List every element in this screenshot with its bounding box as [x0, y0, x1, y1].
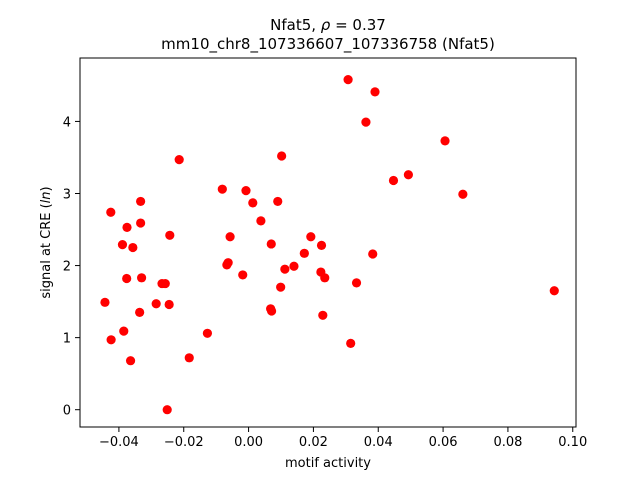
data-point: [241, 186, 251, 196]
x-tick-label: 0.04: [364, 435, 393, 450]
chart-title-line2: mm10_chr8_107336607_107336758 (Nfat5): [161, 35, 495, 54]
data-point: [361, 117, 371, 127]
plot-area-frame: [79, 57, 577, 428]
data-point: [276, 282, 286, 292]
x-axis-ticks: −0.04 −0.02 0.00 0.02 0.04 0.06 0.08 0.10: [99, 427, 587, 450]
data-point: [217, 184, 227, 194]
data-point: [320, 273, 330, 283]
data-point: [184, 353, 194, 363]
data-point: [368, 249, 378, 259]
data-point: [277, 151, 287, 161]
data-point: [136, 218, 146, 228]
data-point: [316, 240, 327, 250]
data-point: [289, 261, 299, 271]
data-point: [351, 278, 362, 288]
y-axis-label: signal at CRE (ln): [39, 186, 54, 298]
data-point: [135, 307, 145, 318]
data-point: [119, 326, 129, 336]
data-point: [223, 258, 233, 268]
data-point: [273, 196, 283, 207]
data-point: [117, 240, 128, 250]
data-point: [440, 136, 450, 146]
data-point: [106, 207, 116, 217]
data-point: [106, 335, 116, 345]
x-tick-label: 0.08: [493, 435, 522, 450]
data-point: [125, 356, 136, 366]
x-tick-label: 0.00: [234, 435, 263, 450]
data-point: [122, 222, 132, 232]
data-point: [318, 310, 328, 320]
data-point: [458, 189, 468, 199]
data-point: [266, 306, 277, 316]
data-point: [403, 170, 413, 180]
data-point: [136, 196, 146, 207]
data-point: [266, 239, 276, 249]
data-point: [306, 232, 316, 242]
y-tick-label: 0: [63, 404, 71, 419]
data-point: [160, 278, 170, 289]
y-axis-ticks: 0 1 2 3 4: [63, 115, 80, 419]
y-tick-label: 1: [63, 332, 71, 347]
data-point: [549, 286, 559, 296]
data-point: [162, 405, 172, 415]
data-point: [100, 297, 110, 307]
x-tick-label: 0.02: [299, 435, 328, 450]
data-point: [151, 299, 161, 309]
data-point: [346, 338, 356, 348]
data-point: [248, 198, 258, 208]
data-point: [370, 87, 380, 97]
data-point: [256, 216, 266, 226]
y-tick-label: 4: [63, 115, 71, 130]
data-point: [388, 175, 399, 186]
data-point: [225, 232, 235, 242]
data-points: [100, 75, 559, 415]
data-point: [165, 230, 175, 240]
x-tick-label: −0.04: [99, 435, 139, 450]
data-point: [280, 264, 290, 274]
x-axis-label: motif activity: [285, 456, 371, 471]
x-tick-label: −0.02: [164, 435, 204, 450]
x-tick-label: 0.10: [558, 435, 587, 450]
x-tick-label: 0.06: [429, 435, 458, 450]
data-point: [202, 328, 213, 338]
data-point: [299, 248, 309, 258]
data-point: [343, 75, 353, 85]
data-point: [136, 273, 147, 283]
y-tick-label: 3: [63, 187, 71, 202]
data-point: [122, 273, 132, 284]
y-tick-label: 2: [63, 260, 71, 275]
data-point: [128, 242, 138, 253]
data-point: [238, 270, 248, 280]
data-point: [174, 155, 184, 165]
chart-title-line1: Nfat5, ρ = 0.37: [270, 16, 386, 34]
data-point: [164, 299, 174, 310]
